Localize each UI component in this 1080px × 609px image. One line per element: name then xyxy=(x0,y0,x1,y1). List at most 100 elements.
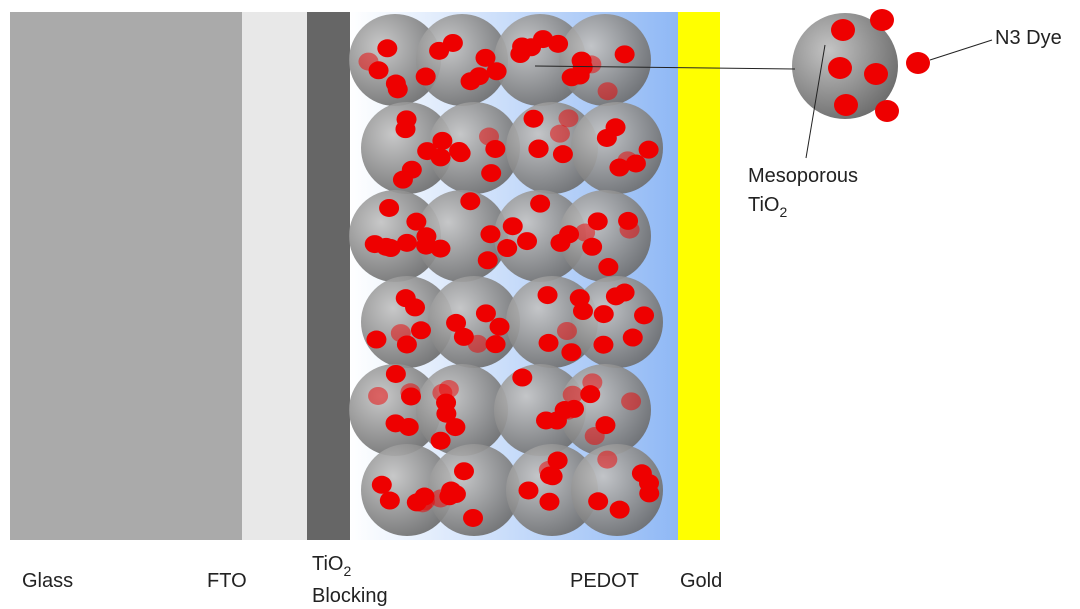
dye-molecule xyxy=(598,258,618,276)
dye-molecule xyxy=(834,94,858,116)
dye-molecule xyxy=(528,140,548,158)
dye-molecule xyxy=(597,451,617,469)
dye-molecule xyxy=(443,34,463,52)
dye-molecule xyxy=(512,369,532,387)
dye-molecule xyxy=(388,80,408,98)
dye-molecule xyxy=(396,289,416,307)
dye-molecule xyxy=(497,239,517,257)
zoom-dye xyxy=(828,9,930,122)
dye-molecule xyxy=(588,492,608,510)
dye-molecule xyxy=(380,492,400,510)
dye-molecule xyxy=(365,235,385,253)
glass-label: Glass xyxy=(22,570,73,592)
dye-molecule xyxy=(539,334,559,352)
blocking-label-line2: Blocking xyxy=(312,585,388,607)
dye-molecule xyxy=(431,432,451,450)
dye-molecule xyxy=(524,110,544,128)
dye-molecule xyxy=(416,68,436,86)
dye-molecule xyxy=(831,19,855,41)
dye-molecule xyxy=(379,199,399,217)
dye-molecule xyxy=(445,418,465,436)
dye-molecule xyxy=(632,464,652,482)
label-subscript: 2 xyxy=(343,563,351,579)
dye-molecule xyxy=(623,329,643,347)
fto-layer xyxy=(242,12,307,540)
dye-molecule xyxy=(372,476,392,494)
dye-molecule xyxy=(386,365,406,383)
dye-molecule xyxy=(538,286,558,304)
dye-molecule xyxy=(521,38,541,56)
dye-molecule xyxy=(401,387,421,405)
fto-label: FTO xyxy=(207,570,247,592)
dye-molecule xyxy=(395,120,415,138)
blocking-layer xyxy=(307,12,350,540)
dye-molecule xyxy=(478,251,498,269)
gold-layer xyxy=(678,12,720,540)
dye-molecule xyxy=(431,148,451,166)
dye-molecule xyxy=(557,322,577,340)
dye-molecule xyxy=(479,128,499,146)
dye-molecule xyxy=(606,287,626,305)
particle-label: Mesoporous xyxy=(748,165,858,187)
dye-molecule xyxy=(906,52,930,74)
dye-molecule xyxy=(563,386,583,404)
dye-molecule xyxy=(463,509,483,527)
dye-molecule xyxy=(610,501,630,519)
dye-molecule xyxy=(582,238,602,256)
dye-molecule xyxy=(626,154,646,172)
dye-molecule xyxy=(460,192,480,210)
dye-molecule xyxy=(594,305,614,323)
dye-molecule xyxy=(530,195,550,213)
dye-molecule xyxy=(539,493,559,511)
dye-molecule xyxy=(598,82,618,100)
label-text: TiO xyxy=(312,553,343,575)
dye-molecule xyxy=(595,416,615,434)
dye-molecule xyxy=(875,100,899,122)
label-text: TiO xyxy=(748,194,779,216)
dye-molecule xyxy=(606,118,626,136)
dye-molecule xyxy=(518,481,538,499)
dye-molecule xyxy=(368,387,388,405)
dye-molecule xyxy=(475,49,495,67)
dye-molecule xyxy=(536,411,556,429)
dye-molecule xyxy=(430,240,450,258)
dye-molecule xyxy=(615,45,635,63)
dye-label: N3 Dye xyxy=(995,27,1062,49)
dye-molecule xyxy=(413,494,433,512)
dye-pointer xyxy=(930,40,992,60)
dye-molecule xyxy=(558,109,578,127)
dye-molecule xyxy=(481,164,501,182)
particle-label-line2: TiO2 xyxy=(748,194,787,220)
dye-molecule xyxy=(480,225,500,243)
dye-molecule xyxy=(870,9,894,31)
dye-molecule xyxy=(411,321,431,339)
dye-molecule xyxy=(621,392,641,410)
dye-molecule xyxy=(539,461,559,479)
dye-molecule xyxy=(582,373,602,391)
dye-molecule xyxy=(550,125,570,143)
pedot-label: PEDOT xyxy=(570,570,639,592)
dye-molecule xyxy=(449,142,469,160)
dye-molecule xyxy=(517,232,537,250)
dye-molecule xyxy=(490,318,510,336)
glass-layer xyxy=(10,12,242,540)
dye-molecule xyxy=(618,212,638,230)
dye-molecule xyxy=(553,145,573,163)
dye-molecule xyxy=(439,380,459,398)
dye-molecule xyxy=(639,141,659,159)
blocking-label: TiO2 xyxy=(312,553,351,579)
dye-molecule xyxy=(593,336,613,354)
dye-molecule xyxy=(377,39,397,57)
label-subscript: 2 xyxy=(779,204,787,220)
dye-molecule xyxy=(503,217,523,235)
dye-molecule xyxy=(454,462,474,480)
dye-molecule xyxy=(573,302,593,320)
dye-molecule xyxy=(573,58,593,76)
dye-molecule xyxy=(828,57,852,79)
dye-molecule xyxy=(366,331,386,349)
dye-molecule xyxy=(391,324,411,342)
dye-molecule xyxy=(386,414,406,432)
dye-molecule xyxy=(446,314,466,332)
dye-molecule xyxy=(476,304,496,322)
dye-molecule xyxy=(461,72,481,90)
